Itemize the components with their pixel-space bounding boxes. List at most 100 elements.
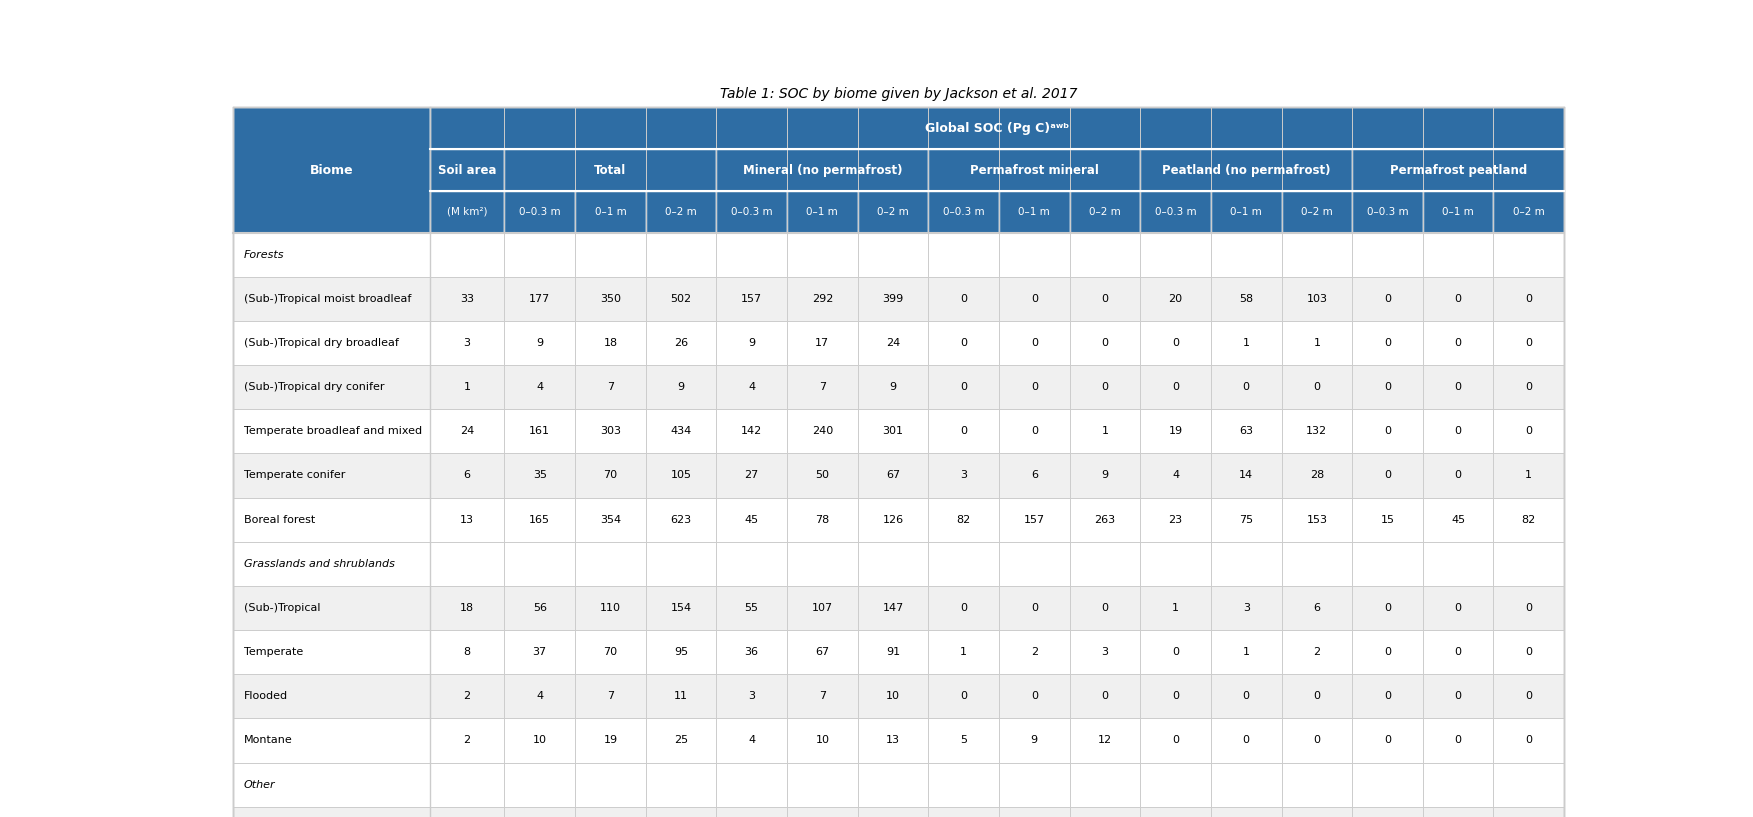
Text: 0–0.3 m: 0–0.3 m bbox=[519, 207, 561, 217]
Text: 0: 0 bbox=[1385, 426, 1390, 436]
Text: 2: 2 bbox=[463, 691, 470, 701]
Text: 1: 1 bbox=[1173, 603, 1180, 613]
Text: 33: 33 bbox=[459, 294, 473, 304]
Text: 91: 91 bbox=[885, 647, 899, 657]
Text: 0: 0 bbox=[1173, 735, 1180, 745]
Text: 105: 105 bbox=[671, 471, 691, 480]
Text: 3: 3 bbox=[463, 338, 470, 348]
Bar bbox=[233, 498, 1564, 542]
Text: 1: 1 bbox=[1243, 338, 1250, 348]
Bar bbox=[233, 630, 1564, 674]
Text: 5: 5 bbox=[961, 735, 968, 745]
Text: 12: 12 bbox=[1097, 735, 1111, 745]
Text: 15: 15 bbox=[1381, 515, 1394, 525]
Bar bbox=[233, 365, 1564, 409]
Text: 0–1 m: 0–1 m bbox=[594, 207, 626, 217]
Text: 7: 7 bbox=[607, 382, 614, 392]
Text: 50: 50 bbox=[815, 471, 829, 480]
Text: 0: 0 bbox=[1101, 294, 1108, 304]
Text: 0: 0 bbox=[1173, 338, 1180, 348]
Text: 3: 3 bbox=[749, 691, 756, 701]
Text: 13: 13 bbox=[459, 515, 473, 525]
Text: (Sub-)Tropical dry broadleaf: (Sub-)Tropical dry broadleaf bbox=[244, 338, 398, 348]
Text: 9: 9 bbox=[1101, 471, 1108, 480]
Text: Temperate broadleaf and mixed: Temperate broadleaf and mixed bbox=[244, 426, 422, 436]
Text: Mineral (no permafrost): Mineral (no permafrost) bbox=[743, 163, 903, 176]
Text: Temperate conifer: Temperate conifer bbox=[244, 471, 345, 480]
Text: 0: 0 bbox=[1313, 691, 1320, 701]
Text: 0–0.3 m: 0–0.3 m bbox=[731, 207, 773, 217]
Bar bbox=[1423, 191, 1494, 233]
Text: 4: 4 bbox=[536, 382, 543, 392]
Text: 37: 37 bbox=[533, 647, 547, 657]
Text: 0: 0 bbox=[1525, 603, 1532, 613]
Text: 3: 3 bbox=[961, 471, 968, 480]
Text: 18: 18 bbox=[459, 603, 473, 613]
Text: 0: 0 bbox=[1173, 647, 1180, 657]
Bar bbox=[575, 191, 645, 233]
Bar bbox=[429, 191, 505, 233]
Text: Soil area: Soil area bbox=[438, 163, 496, 176]
Text: 0: 0 bbox=[1455, 691, 1462, 701]
Text: 3: 3 bbox=[1243, 603, 1250, 613]
Text: 0: 0 bbox=[1031, 603, 1038, 613]
Text: 0: 0 bbox=[1101, 382, 1108, 392]
Text: 82: 82 bbox=[1522, 515, 1536, 525]
Text: 2: 2 bbox=[463, 735, 470, 745]
Text: 1: 1 bbox=[1243, 647, 1250, 657]
Text: 0: 0 bbox=[1101, 691, 1108, 701]
Bar bbox=[787, 191, 857, 233]
Text: 153: 153 bbox=[1306, 515, 1327, 525]
Text: 0: 0 bbox=[1385, 338, 1390, 348]
Text: 1: 1 bbox=[463, 382, 470, 392]
Text: 1: 1 bbox=[961, 647, 968, 657]
Text: 45: 45 bbox=[745, 515, 759, 525]
Text: 0: 0 bbox=[1525, 382, 1532, 392]
Text: 263: 263 bbox=[1094, 515, 1115, 525]
Text: 0: 0 bbox=[961, 691, 968, 701]
Text: (Sub-)Tropical: (Sub-)Tropical bbox=[244, 603, 321, 613]
Text: 161: 161 bbox=[529, 426, 550, 436]
Bar bbox=[999, 191, 1069, 233]
Text: 13: 13 bbox=[885, 735, 899, 745]
Text: 0: 0 bbox=[1525, 338, 1532, 348]
Text: 0: 0 bbox=[961, 294, 968, 304]
Text: 8: 8 bbox=[463, 647, 470, 657]
Bar bbox=[717, 150, 929, 191]
Text: 142: 142 bbox=[742, 426, 763, 436]
Text: 0: 0 bbox=[1385, 471, 1390, 480]
Text: 26: 26 bbox=[673, 338, 689, 348]
Bar bbox=[505, 191, 575, 233]
Bar bbox=[929, 191, 999, 233]
Text: 10: 10 bbox=[533, 735, 547, 745]
Text: 10: 10 bbox=[885, 691, 899, 701]
Text: 4: 4 bbox=[1173, 471, 1180, 480]
Bar bbox=[1494, 191, 1564, 233]
Text: 0: 0 bbox=[1313, 382, 1320, 392]
Text: 0: 0 bbox=[1455, 294, 1462, 304]
Text: 0: 0 bbox=[1455, 426, 1462, 436]
Text: 0: 0 bbox=[1031, 338, 1038, 348]
Text: 19: 19 bbox=[603, 735, 617, 745]
Text: 7: 7 bbox=[819, 382, 826, 392]
Text: 434: 434 bbox=[670, 426, 692, 436]
Text: 24: 24 bbox=[885, 338, 899, 348]
Bar bbox=[1211, 191, 1281, 233]
Text: 0: 0 bbox=[1243, 382, 1250, 392]
Text: Permafrost mineral: Permafrost mineral bbox=[969, 163, 1099, 176]
Text: 6: 6 bbox=[463, 471, 470, 480]
Text: Total: Total bbox=[594, 163, 626, 176]
Text: 157: 157 bbox=[1024, 515, 1045, 525]
Bar bbox=[1352, 150, 1564, 191]
Text: 110: 110 bbox=[600, 603, 621, 613]
Text: 502: 502 bbox=[670, 294, 692, 304]
Text: 350: 350 bbox=[600, 294, 621, 304]
Text: 0: 0 bbox=[1031, 294, 1038, 304]
Bar bbox=[717, 191, 787, 233]
Text: 0–1 m: 0–1 m bbox=[806, 207, 838, 217]
Text: 4: 4 bbox=[749, 382, 756, 392]
Text: Biome: Biome bbox=[309, 163, 352, 176]
Bar bbox=[1352, 191, 1423, 233]
Bar bbox=[233, 409, 1564, 453]
Text: 9: 9 bbox=[889, 382, 896, 392]
